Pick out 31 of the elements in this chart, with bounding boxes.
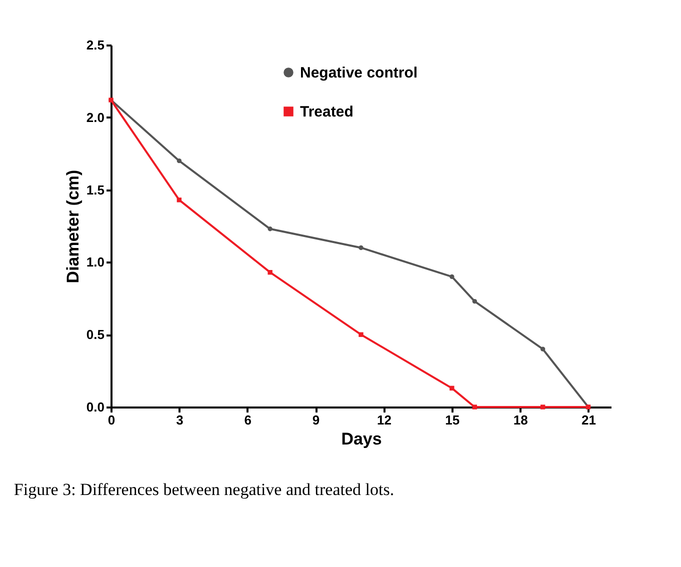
legend-label: Treated	[300, 104, 354, 120]
x-tick-label: 15	[445, 412, 460, 428]
y-axis-title: Diameter (cm)	[63, 170, 82, 284]
legend-label: Negative control	[300, 64, 418, 82]
y-tick-label: 1.5	[86, 182, 104, 198]
x-tick-label: 18	[513, 412, 528, 428]
point	[540, 404, 546, 410]
point	[450, 386, 454, 391]
point	[358, 245, 364, 250]
x-tick-label: 3	[176, 412, 184, 428]
x-tick-label: 9	[312, 412, 320, 428]
point	[358, 332, 364, 337]
x-tick-label: 12	[376, 412, 392, 428]
point	[472, 404, 477, 410]
point	[540, 346, 546, 352]
point	[176, 198, 182, 202]
y-tick-label: 0.0	[86, 400, 104, 414]
point	[176, 158, 182, 164]
point	[450, 274, 454, 280]
caption: Figure 3: Differences between negative and treated lots.	[14, 480, 394, 499]
x-axis-title: Days	[341, 430, 382, 448]
point	[268, 270, 272, 275]
y-tick-label: 2.0	[86, 110, 104, 125]
y-tick-label: 2.5	[86, 38, 104, 52]
point	[268, 226, 272, 232]
y-tick-label: 1.0	[86, 254, 104, 270]
x-tick-label: 6	[244, 412, 252, 428]
x-tick-label: 0	[108, 412, 116, 428]
point	[472, 298, 477, 304]
x-tick-label: 21	[582, 412, 596, 428]
y-tick-label: 0.5	[86, 327, 104, 342]
